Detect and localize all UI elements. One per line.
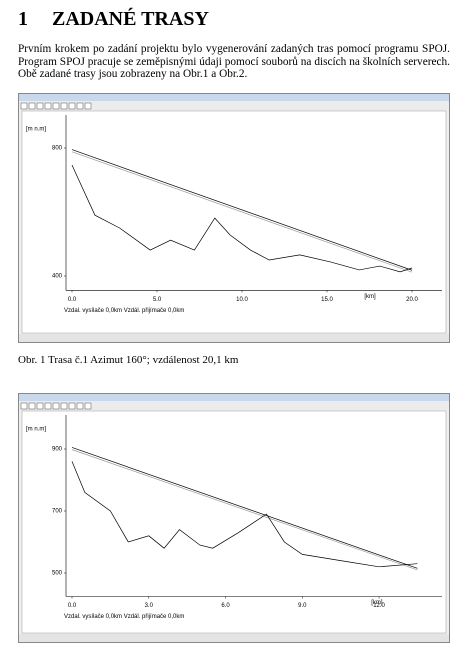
x-tick-label: 5.0 [153,297,162,303]
y-tick-label: 900 [52,447,63,453]
toolbar-button [36,402,44,410]
plot-panel [21,410,447,634]
toolbar-button [20,402,28,410]
x-tick-label: 0.0 [68,297,77,303]
figure: [m n.m] [km] 500 700 900 0.0 3.0 6.0 9.0 12.0 Vzda… [18,393,450,643]
toolbar-button [84,402,92,410]
toolbar-button [36,102,44,110]
x-tick-label: 15.0 [321,297,333,303]
toolbar-button [68,102,76,110]
status-text: Vzdal. vysílače 0,0km Vzdál. přijímače 0… [64,614,184,620]
y-tick-label: 700 [52,509,63,515]
profile-line [71,164,413,273]
profile-line [71,447,418,569]
title-bar [19,394,449,401]
heading-title: ZADANÉ TRASY [52,8,209,30]
x-tick-label: 0.0 [68,603,77,609]
y-axis-label: [m n.m] [26,127,46,133]
x-tick-label: 20.0 [406,297,418,303]
heading-number: 1 [18,8,28,30]
figure: [m n.m] [km] 400 800 0.0 5.0 10.0 15.0 20.0 Vzdal… [18,93,450,343]
toolbar [19,101,449,110]
toolbar-button [60,402,68,410]
toolbar-button [52,102,60,110]
toolbar-button [28,102,36,110]
x-tick-label: 12.0 [373,603,385,609]
caption: Obr. 1 Trasa č.1 Azimut 160°; vzdálenost… [18,354,239,366]
toolbar-button [44,102,52,110]
status-text: Vzdal. vysílače 0,0km Vzdál. přijímače 0… [64,308,184,314]
profile-line [71,151,413,273]
toolbar-button [76,402,84,410]
x-tick-label: 3.0 [145,603,154,609]
y-tick-label: 400 [52,274,63,280]
y-axis-label: [m n.m] [26,427,46,433]
status-bar [19,634,449,642]
profile-line [71,149,413,271]
x-tick-label: 9.0 [298,603,307,609]
profile-line [71,461,418,568]
heading: 1 ZADANÉ TRASY [18,8,209,31]
toolbar-button [84,102,92,110]
toolbar-button [68,402,76,410]
toolbar-button [52,402,60,410]
toolbar [19,401,449,410]
toolbar-button [44,402,52,410]
y-tick-label: 800 [52,146,63,152]
x-axis-label: [km] [364,294,376,300]
x-tick-label: 6.0 [221,603,230,609]
toolbar-button [60,102,68,110]
title-bar [19,94,449,101]
x-axis-label: [km] [371,600,383,606]
toolbar-button [28,402,36,410]
status-bar [19,334,449,342]
profile-line [71,449,418,571]
toolbar-button [20,102,28,110]
x-tick-label: 10.0 [236,297,248,303]
y-tick-label: 500 [52,571,63,577]
toolbar-button [76,102,84,110]
plot-panel [21,110,447,334]
paragraph: Prvním krokem po zadání projektu bylo vy… [18,43,450,80]
